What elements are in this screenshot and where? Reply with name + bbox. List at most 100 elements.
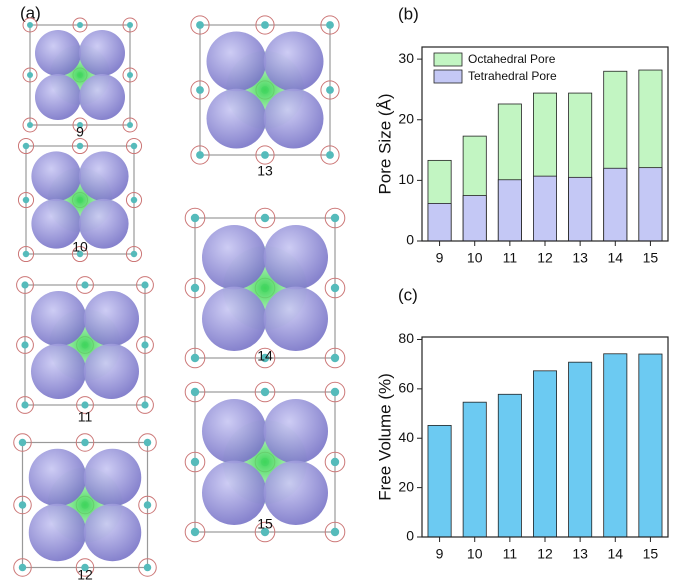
tetrahedral-pore — [31, 151, 82, 202]
node — [76, 396, 94, 414]
bar — [568, 176, 593, 242]
y-tick-label: 30 — [398, 50, 414, 66]
node — [324, 277, 346, 299]
node — [324, 381, 346, 403]
node — [122, 17, 138, 33]
bar — [497, 393, 522, 538]
tetrahedral-pore — [83, 343, 139, 399]
node — [254, 381, 276, 403]
node — [190, 283, 200, 293]
node — [320, 15, 340, 35]
node — [320, 145, 340, 165]
node — [18, 501, 27, 509]
node — [136, 336, 154, 354]
node — [13, 433, 32, 452]
tetrahedral-pore — [83, 503, 142, 562]
tetrahedral-pore — [202, 225, 267, 290]
node — [254, 207, 276, 229]
node — [141, 401, 149, 409]
node — [16, 396, 34, 414]
node — [18, 563, 27, 572]
node — [77, 122, 83, 128]
node — [81, 563, 89, 572]
node — [196, 21, 204, 29]
node — [127, 72, 133, 78]
y-tick-label: 20 — [398, 478, 414, 494]
node — [190, 80, 210, 100]
node — [261, 151, 269, 159]
panel-label: (a) — [20, 3, 41, 22]
node — [27, 122, 33, 128]
node — [27, 22, 33, 28]
y-tick-label: 60 — [398, 380, 414, 396]
x-tick-label: 12 — [537, 250, 553, 266]
node — [81, 438, 89, 447]
node — [326, 151, 334, 159]
x-tick-label: 15 — [643, 250, 659, 266]
node — [326, 21, 334, 29]
node — [190, 527, 200, 537]
node — [141, 341, 149, 349]
node — [330, 387, 340, 397]
tetrahedral-pore — [28, 448, 87, 507]
structure-label: 12 — [77, 567, 93, 583]
structure — [17, 137, 143, 263]
structure — [184, 381, 346, 543]
y-tick-label: 10 — [398, 171, 414, 187]
node — [76, 250, 84, 258]
node — [184, 277, 206, 299]
x-tick-label: 9 — [436, 546, 444, 562]
tetrahedral-pore — [79, 74, 125, 120]
tetrahedral-pore — [263, 31, 324, 92]
node — [184, 347, 206, 369]
structure-label: 14 — [257, 348, 273, 364]
node — [72, 117, 88, 133]
tetrahedral-pore — [206, 88, 267, 149]
node — [190, 213, 200, 223]
bar — [497, 179, 522, 242]
node — [71, 137, 89, 155]
bar — [462, 401, 487, 538]
tetrahedral-pore — [263, 88, 324, 149]
x-tick-label: 13 — [572, 546, 588, 562]
legend-swatch — [433, 52, 463, 67]
tetrahedral-pore — [30, 291, 87, 347]
node — [130, 196, 138, 204]
node — [138, 495, 157, 515]
node — [261, 21, 269, 29]
node — [255, 15, 275, 35]
node — [76, 142, 84, 150]
x-tick-label: 10 — [467, 546, 483, 562]
node — [127, 22, 133, 28]
x-tick-label: 12 — [537, 546, 553, 562]
structure-label: 11 — [78, 409, 93, 425]
node — [184, 381, 206, 403]
y-axis-label: Pore Size (Å) — [375, 93, 394, 194]
bar — [533, 370, 557, 538]
bar — [568, 361, 593, 538]
x-tick-label: 14 — [607, 250, 623, 266]
y-tick-label: 0 — [406, 528, 414, 544]
panel-label: (c) — [398, 285, 418, 304]
node — [125, 245, 143, 263]
node — [18, 438, 27, 447]
node — [127, 122, 133, 128]
tetrahedral-pore — [79, 30, 125, 76]
node — [138, 558, 157, 577]
node — [22, 17, 38, 33]
y-tick-label: 20 — [398, 110, 414, 126]
structure-label: 10 — [72, 239, 88, 255]
panel-label: (b) — [398, 4, 419, 23]
legend-label: Octahedral Pore — [468, 52, 556, 66]
node — [71, 245, 89, 263]
node — [22, 142, 30, 150]
node — [260, 527, 270, 537]
bar — [462, 195, 487, 242]
y-tick-label: 40 — [398, 429, 414, 445]
tetrahedral-pore — [83, 291, 139, 347]
node — [254, 347, 276, 369]
bar — [603, 167, 628, 242]
node — [190, 387, 200, 397]
node — [13, 558, 32, 577]
